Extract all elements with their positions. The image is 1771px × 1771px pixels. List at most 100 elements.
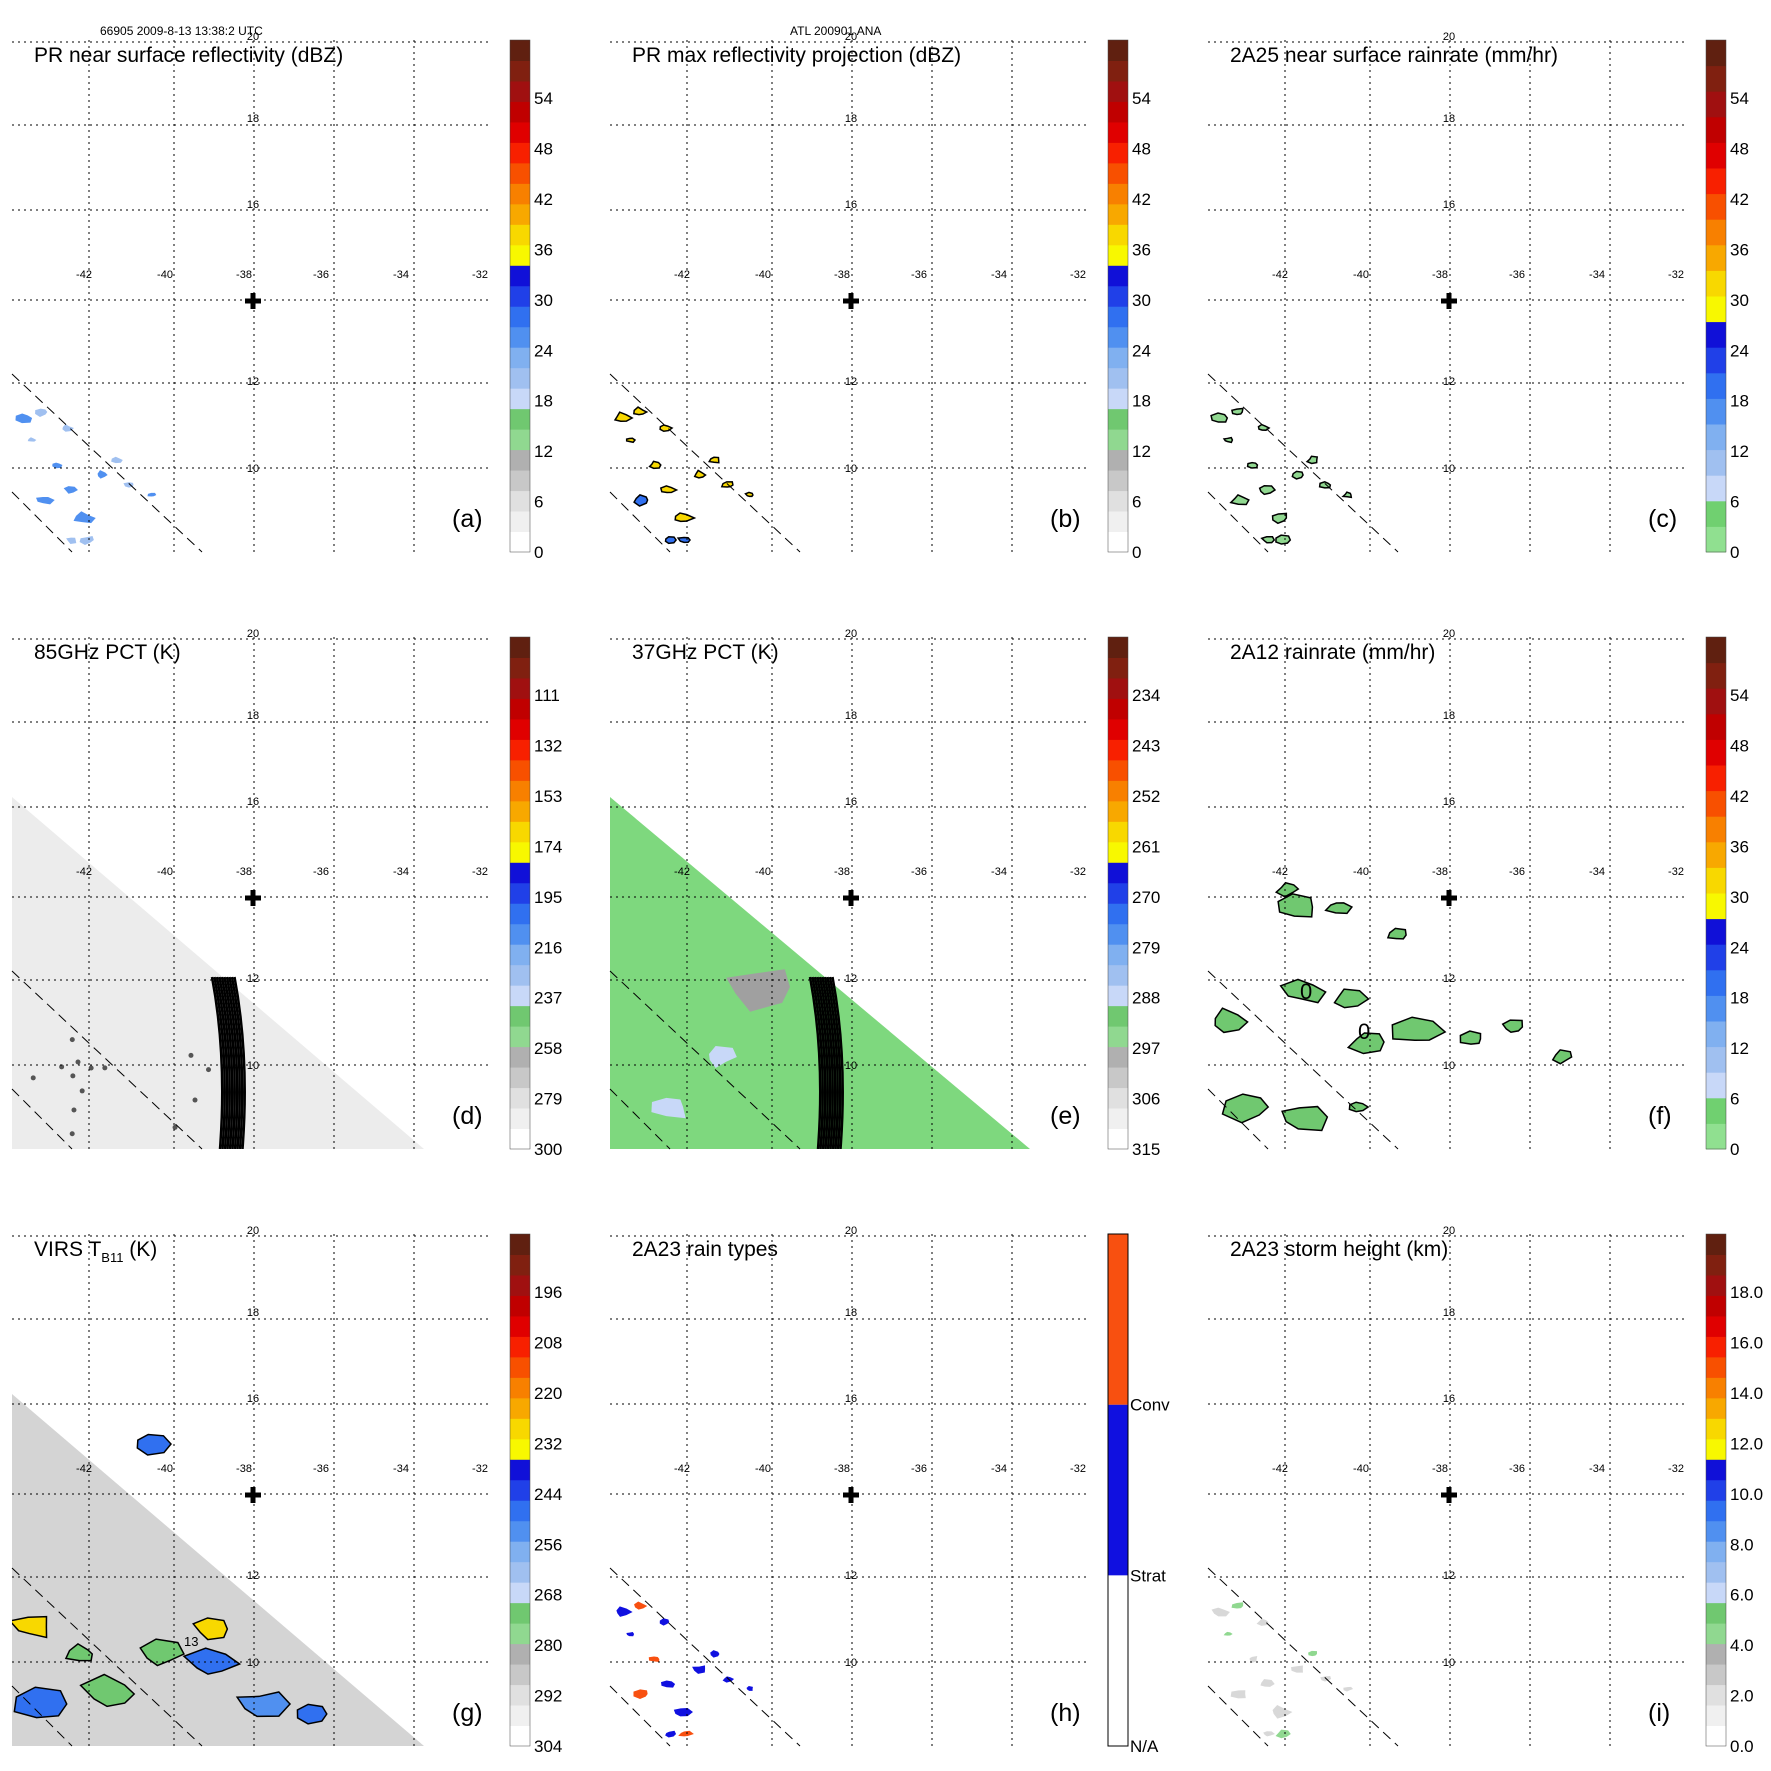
colorbar-segment	[510, 821, 530, 843]
echo-cell	[744, 491, 754, 498]
lat-tick-label: 12	[845, 973, 857, 985]
colorbar-tick-label: 243	[1132, 737, 1160, 756]
colorbar-segment	[510, 265, 530, 287]
echo-cell	[633, 406, 649, 416]
colorbar-segment	[1706, 1418, 1726, 1440]
colorbar-tick-label: 54	[534, 89, 553, 108]
colorbar-tick-label: 4.0	[1730, 1636, 1754, 1655]
storm-center-cross-icon	[843, 1487, 859, 1503]
colorbar-segment	[1706, 347, 1726, 374]
colorbar-tick-label: N/A	[1130, 1737, 1159, 1756]
echo-cell	[111, 456, 123, 464]
swath-edge-line	[609, 373, 801, 553]
echo-cell	[1249, 1655, 1258, 1664]
colorbar-tick-label: 42	[1730, 190, 1749, 209]
colorbar-segment	[1706, 1438, 1726, 1460]
echo-cell	[1391, 1016, 1447, 1041]
colorbar-segment	[510, 1705, 530, 1727]
colorbar-segment	[1706, 398, 1726, 425]
echo-cell	[1210, 412, 1229, 423]
panel-grid: -42 -40 -38 -36 -34 -32 20 18 16 12 10 PR near surf…	[11, 31, 1763, 1756]
colorbar-segment	[1108, 903, 1128, 925]
header-left: 66905 2009-8-13 13:38:2 UTC	[100, 24, 263, 38]
panel-label: (b)	[1050, 505, 1081, 533]
lon-tick-label: -42	[674, 269, 690, 281]
colorbar-tick-label: 12	[1730, 442, 1749, 461]
lat-tick-label: 10	[247, 1657, 259, 1669]
echo-cell	[676, 536, 691, 544]
colorbar-tick-label: 300	[534, 1140, 562, 1159]
echo-cell	[1272, 1705, 1293, 1719]
lon-tick-label: -36	[911, 866, 927, 878]
colorbar-segment	[510, 1500, 530, 1522]
echo-cell	[634, 1601, 648, 1610]
colorbar-tick-label: 195	[534, 888, 562, 907]
colorbar: 0 6 12 18 24 30 36 42 48 54	[1705, 39, 1749, 562]
colorbar-segment	[1706, 688, 1726, 715]
echo-cell	[79, 1673, 136, 1708]
lon-tick-label: -32	[1070, 866, 1086, 878]
echo-cell	[661, 1680, 676, 1688]
colorbar-segment	[1108, 1046, 1128, 1068]
colorbar-segment	[1108, 183, 1128, 205]
contour-arc	[210, 976, 224, 1149]
cold-pixel	[71, 1107, 77, 1113]
lat-tick-label: 10	[247, 1060, 259, 1072]
colorbar-tick-label: 196	[534, 1283, 562, 1302]
colorbar-segment	[1706, 1356, 1726, 1378]
echo-cell	[626, 1632, 635, 1637]
colorbar-tick-label: 304	[534, 1737, 562, 1756]
colorbar-segment	[1108, 698, 1128, 720]
echo-cell	[1231, 407, 1244, 416]
lat-tick-label: 16	[1443, 1393, 1455, 1405]
cold-pixel	[172, 1124, 178, 1130]
contour-label: 0	[1300, 979, 1312, 1004]
storm-center-cross-icon	[1441, 1487, 1457, 1503]
panel-b: -42 -40 -38 -36 -34 -32 20 18 16 12 10 PR max refle…	[609, 31, 1151, 562]
colorbar-segment	[1108, 1026, 1128, 1048]
panel-label: (e)	[1050, 1102, 1081, 1130]
lon-tick-label: -38	[236, 866, 252, 878]
lon-tick-label: -38	[1432, 269, 1448, 281]
colorbar-segment	[510, 800, 530, 822]
echo-cell	[1291, 470, 1304, 480]
colorbar-tick-label: 6.0	[1730, 1586, 1754, 1605]
colorbar-segment	[1108, 964, 1128, 986]
lon-tick-label: -38	[834, 1463, 850, 1475]
swath-edge-line	[11, 970, 203, 1150]
colorbar-segment	[1108, 985, 1128, 1007]
colorbar-segment	[1706, 1664, 1726, 1686]
colorbar-tick-label: 279	[534, 1090, 562, 1109]
colorbar-tick-label: 244	[534, 1485, 562, 1504]
lon-tick-label: -32	[1668, 866, 1684, 878]
swath-edge-line	[609, 1685, 671, 1747]
echo-cell	[1231, 1602, 1244, 1609]
colorbar-tick-label: 36	[1132, 240, 1151, 259]
lon-tick-label: -36	[1509, 1463, 1525, 1475]
panel-c: -42 -40 -38 -36 -34 -32 20 18 16 12 10 2A25 near su…	[1207, 31, 1749, 562]
lat-tick-label: 18	[1443, 710, 1455, 722]
colorbar-tick-label: 24	[534, 341, 553, 360]
colorbar-tick-label: 14.0	[1730, 1384, 1763, 1403]
echo-cell	[136, 1433, 172, 1456]
cold-pixel	[192, 1097, 198, 1103]
colorbar-tick-label: 174	[534, 837, 562, 856]
lon-tick-label: -36	[1509, 269, 1525, 281]
lat-tick-label: 12	[247, 376, 259, 388]
echo-cell	[235, 1691, 292, 1718]
lat-tick-label: 10	[247, 463, 259, 475]
lat-tick-label: 18	[247, 1307, 259, 1319]
colorbar-tick-label: 252	[1132, 787, 1160, 806]
echo-cell	[1274, 881, 1300, 898]
colorbar-segment	[510, 306, 530, 328]
lon-tick-label: -40	[1353, 866, 1369, 878]
echo-cell	[63, 486, 78, 494]
sensor-swath	[12, 1434, 72, 1484]
contour-arc	[233, 976, 246, 1149]
colorbar-segment	[510, 326, 530, 348]
colorbar-segment	[510, 903, 530, 925]
lon-tick-label: -38	[1432, 1463, 1448, 1475]
echo-cell	[1308, 1650, 1318, 1657]
panel-label: (a)	[452, 505, 483, 533]
echo-cell	[1459, 1030, 1482, 1045]
